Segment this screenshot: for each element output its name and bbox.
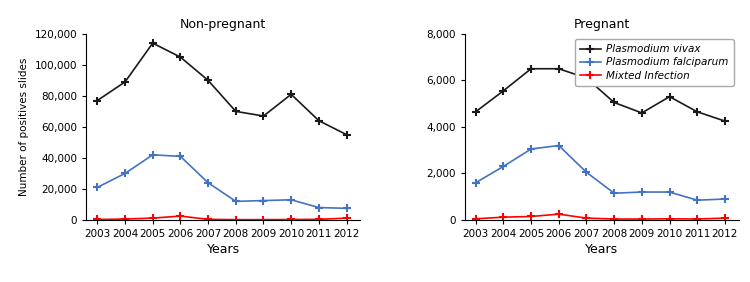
Plasmodium falciparum bbox=[693, 199, 702, 202]
Line: Mixted Infection: Mixted Infection bbox=[472, 210, 729, 223]
Mixted Infection bbox=[526, 215, 536, 218]
Plasmodium falciparum bbox=[638, 190, 646, 194]
Plasmodium falciparum bbox=[721, 197, 730, 201]
Plasmodium vivax bbox=[665, 95, 674, 98]
Plasmodium vivax bbox=[526, 67, 536, 70]
Plasmodium falciparum bbox=[526, 147, 536, 151]
Mixted Infection bbox=[693, 217, 702, 221]
X-axis label: Years: Years bbox=[585, 243, 618, 256]
Mixted Infection bbox=[582, 216, 591, 220]
Plasmodium falciparum bbox=[665, 190, 674, 194]
Mixted Infection bbox=[721, 216, 730, 220]
Plasmodium vivax bbox=[554, 67, 563, 70]
Plasmodium falciparum bbox=[554, 144, 563, 147]
Plasmodium vivax bbox=[693, 110, 702, 113]
Mixted Infection bbox=[471, 217, 480, 221]
Mixted Infection bbox=[610, 217, 619, 221]
Plasmodium falciparum bbox=[582, 171, 591, 174]
Plasmodium vivax bbox=[721, 119, 730, 123]
Line: Plasmodium vivax: Plasmodium vivax bbox=[472, 65, 729, 125]
Plasmodium falciparum bbox=[471, 181, 480, 184]
X-axis label: Years: Years bbox=[207, 243, 240, 256]
Mixted Infection bbox=[638, 217, 646, 221]
Y-axis label: Number of positives slides: Number of positives slides bbox=[19, 58, 29, 196]
Title: Non-pregnant: Non-pregnant bbox=[180, 18, 266, 31]
Plasmodium vivax bbox=[471, 110, 480, 113]
Line: Plasmodium falciparum: Plasmodium falciparum bbox=[472, 141, 729, 204]
Plasmodium falciparum bbox=[610, 191, 619, 195]
Plasmodium vivax bbox=[582, 76, 591, 80]
Mixted Infection bbox=[554, 212, 563, 216]
Plasmodium vivax bbox=[610, 101, 619, 104]
Legend: Plasmodium vivax, Plasmodium falciparum, Mixted Infection: Plasmodium vivax, Plasmodium falciparum,… bbox=[574, 39, 734, 86]
Plasmodium falciparum bbox=[499, 165, 508, 168]
Title: Pregnant: Pregnant bbox=[574, 18, 630, 31]
Plasmodium vivax bbox=[499, 89, 508, 92]
Plasmodium vivax bbox=[638, 111, 646, 115]
Mixted Infection bbox=[499, 215, 508, 219]
Mixted Infection bbox=[665, 217, 674, 221]
